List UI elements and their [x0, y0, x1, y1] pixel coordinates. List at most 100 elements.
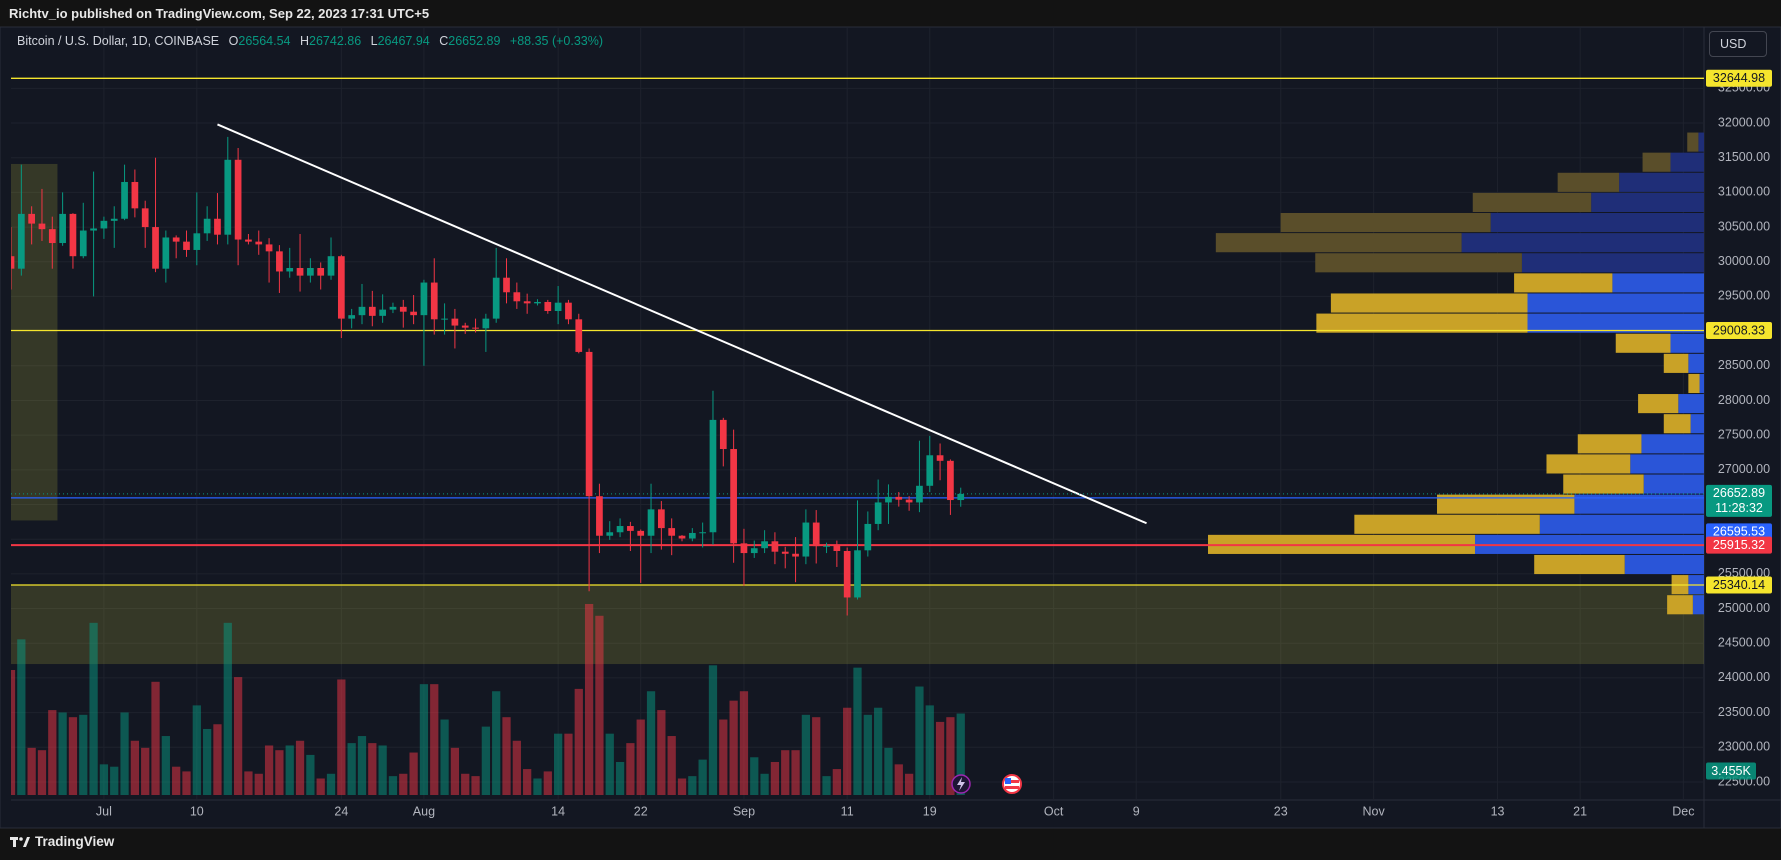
profile-up	[1472, 192, 1592, 213]
volume-bar	[874, 707, 883, 795]
event-icons	[951, 774, 1022, 794]
candle-body	[121, 181, 128, 219]
profile-up	[1437, 494, 1575, 514]
profile-up	[1638, 394, 1679, 414]
volume-bar	[419, 684, 429, 795]
candle-body	[833, 545, 841, 551]
volume-bar	[347, 743, 356, 795]
volume-bar	[368, 743, 377, 795]
candle-body	[358, 306, 366, 316]
x-tick-label: 11	[841, 804, 854, 818]
current-price-label: 26652.89	[1713, 486, 1765, 500]
candle-body	[699, 532, 707, 534]
currency-button[interactable]: USD	[1709, 31, 1767, 57]
legend-value: 26742.86	[309, 34, 362, 48]
x-tick-label: 10	[190, 804, 204, 818]
candle-body	[234, 159, 242, 240]
candle-body	[668, 528, 676, 536]
volume-bar	[946, 717, 955, 795]
candle-body	[596, 496, 603, 536]
volume-bar	[37, 750, 47, 795]
profile-up	[1280, 213, 1491, 233]
volume-bar	[471, 776, 480, 795]
candle-body	[905, 499, 913, 503]
y-tick-label: 32000.00	[1718, 115, 1770, 129]
volume-bar	[203, 728, 212, 795]
candle-body	[172, 237, 180, 242]
candle-body	[100, 220, 108, 229]
candle-body	[152, 227, 159, 269]
profile-down	[1678, 394, 1704, 414]
y-tick-label: 29500.00	[1718, 289, 1770, 303]
candle-body	[224, 159, 232, 235]
volume-bar	[99, 764, 109, 795]
volume-bar	[244, 771, 253, 795]
candle-body	[719, 419, 727, 450]
profile-up	[1215, 233, 1462, 253]
y-tick-label: 28000.00	[1718, 393, 1770, 407]
legend-change: +88.35 (+0.33%)	[509, 34, 604, 48]
candle-body	[864, 523, 872, 551]
price-tag-label: 29008.33	[1713, 323, 1765, 337]
candle-body	[327, 256, 335, 276]
candle-body	[750, 548, 758, 554]
candle-body	[461, 325, 469, 328]
candle-body	[544, 301, 552, 311]
profile-down	[1539, 514, 1704, 534]
candles	[11, 136, 965, 616]
volume-bar	[306, 754, 315, 795]
volume-bar	[151, 681, 160, 795]
volume-profile	[1208, 132, 1704, 615]
candle-body	[28, 213, 36, 224]
profile-down	[1692, 595, 1704, 615]
volume-bar	[956, 713, 965, 795]
volume-bar	[822, 776, 831, 795]
volume-bar	[461, 773, 470, 795]
volume-bar	[533, 778, 542, 795]
volume-bar	[677, 778, 687, 795]
candle-body	[534, 301, 541, 304]
candle-body	[513, 292, 521, 302]
profile-up	[1315, 253, 1522, 273]
candle-body	[616, 526, 624, 533]
volume-bar	[781, 750, 790, 795]
volume-bar	[213, 724, 222, 795]
x-tick-label: Jul	[96, 804, 112, 818]
volume-bar	[89, 622, 98, 795]
volume-bar	[698, 759, 707, 795]
volume-bar	[223, 622, 232, 795]
volume	[11, 603, 965, 795]
candle-body	[916, 485, 923, 503]
candle-body	[771, 541, 779, 552]
profile-up	[1663, 353, 1689, 373]
volume-tag-label: 3.455K	[1711, 764, 1751, 778]
candle-body	[276, 251, 283, 272]
x-tick-label: Sep	[733, 804, 755, 818]
grid	[11, 28, 1704, 800]
x-tick-label: Oct	[1044, 804, 1064, 818]
volume-bar	[760, 773, 769, 795]
candle-body	[957, 493, 965, 501]
logo	[10, 836, 30, 847]
profile-down	[1690, 414, 1704, 434]
volume-bar	[481, 726, 490, 795]
volume-bar	[378, 745, 387, 795]
legend-label: L	[370, 34, 378, 48]
volume-bar	[337, 679, 346, 795]
profile-up	[1688, 373, 1700, 394]
candle-body	[38, 223, 46, 230]
volume-bar	[636, 719, 645, 795]
candle-body	[812, 522, 820, 547]
event-icon-flag	[1005, 778, 1011, 784]
profile-down	[1619, 172, 1704, 192]
x-tick-label: Nov	[1363, 804, 1386, 818]
price-tag-label: 25340.14	[1713, 578, 1765, 592]
volume-bar	[739, 691, 749, 795]
volume-bar	[750, 757, 759, 795]
candle-body	[688, 532, 696, 539]
volume-bar	[646, 691, 656, 795]
volume-bar	[48, 710, 57, 795]
candle-body	[843, 550, 851, 598]
y-tick-label: 24500.00	[1718, 636, 1770, 650]
candle-body	[885, 496, 892, 503]
